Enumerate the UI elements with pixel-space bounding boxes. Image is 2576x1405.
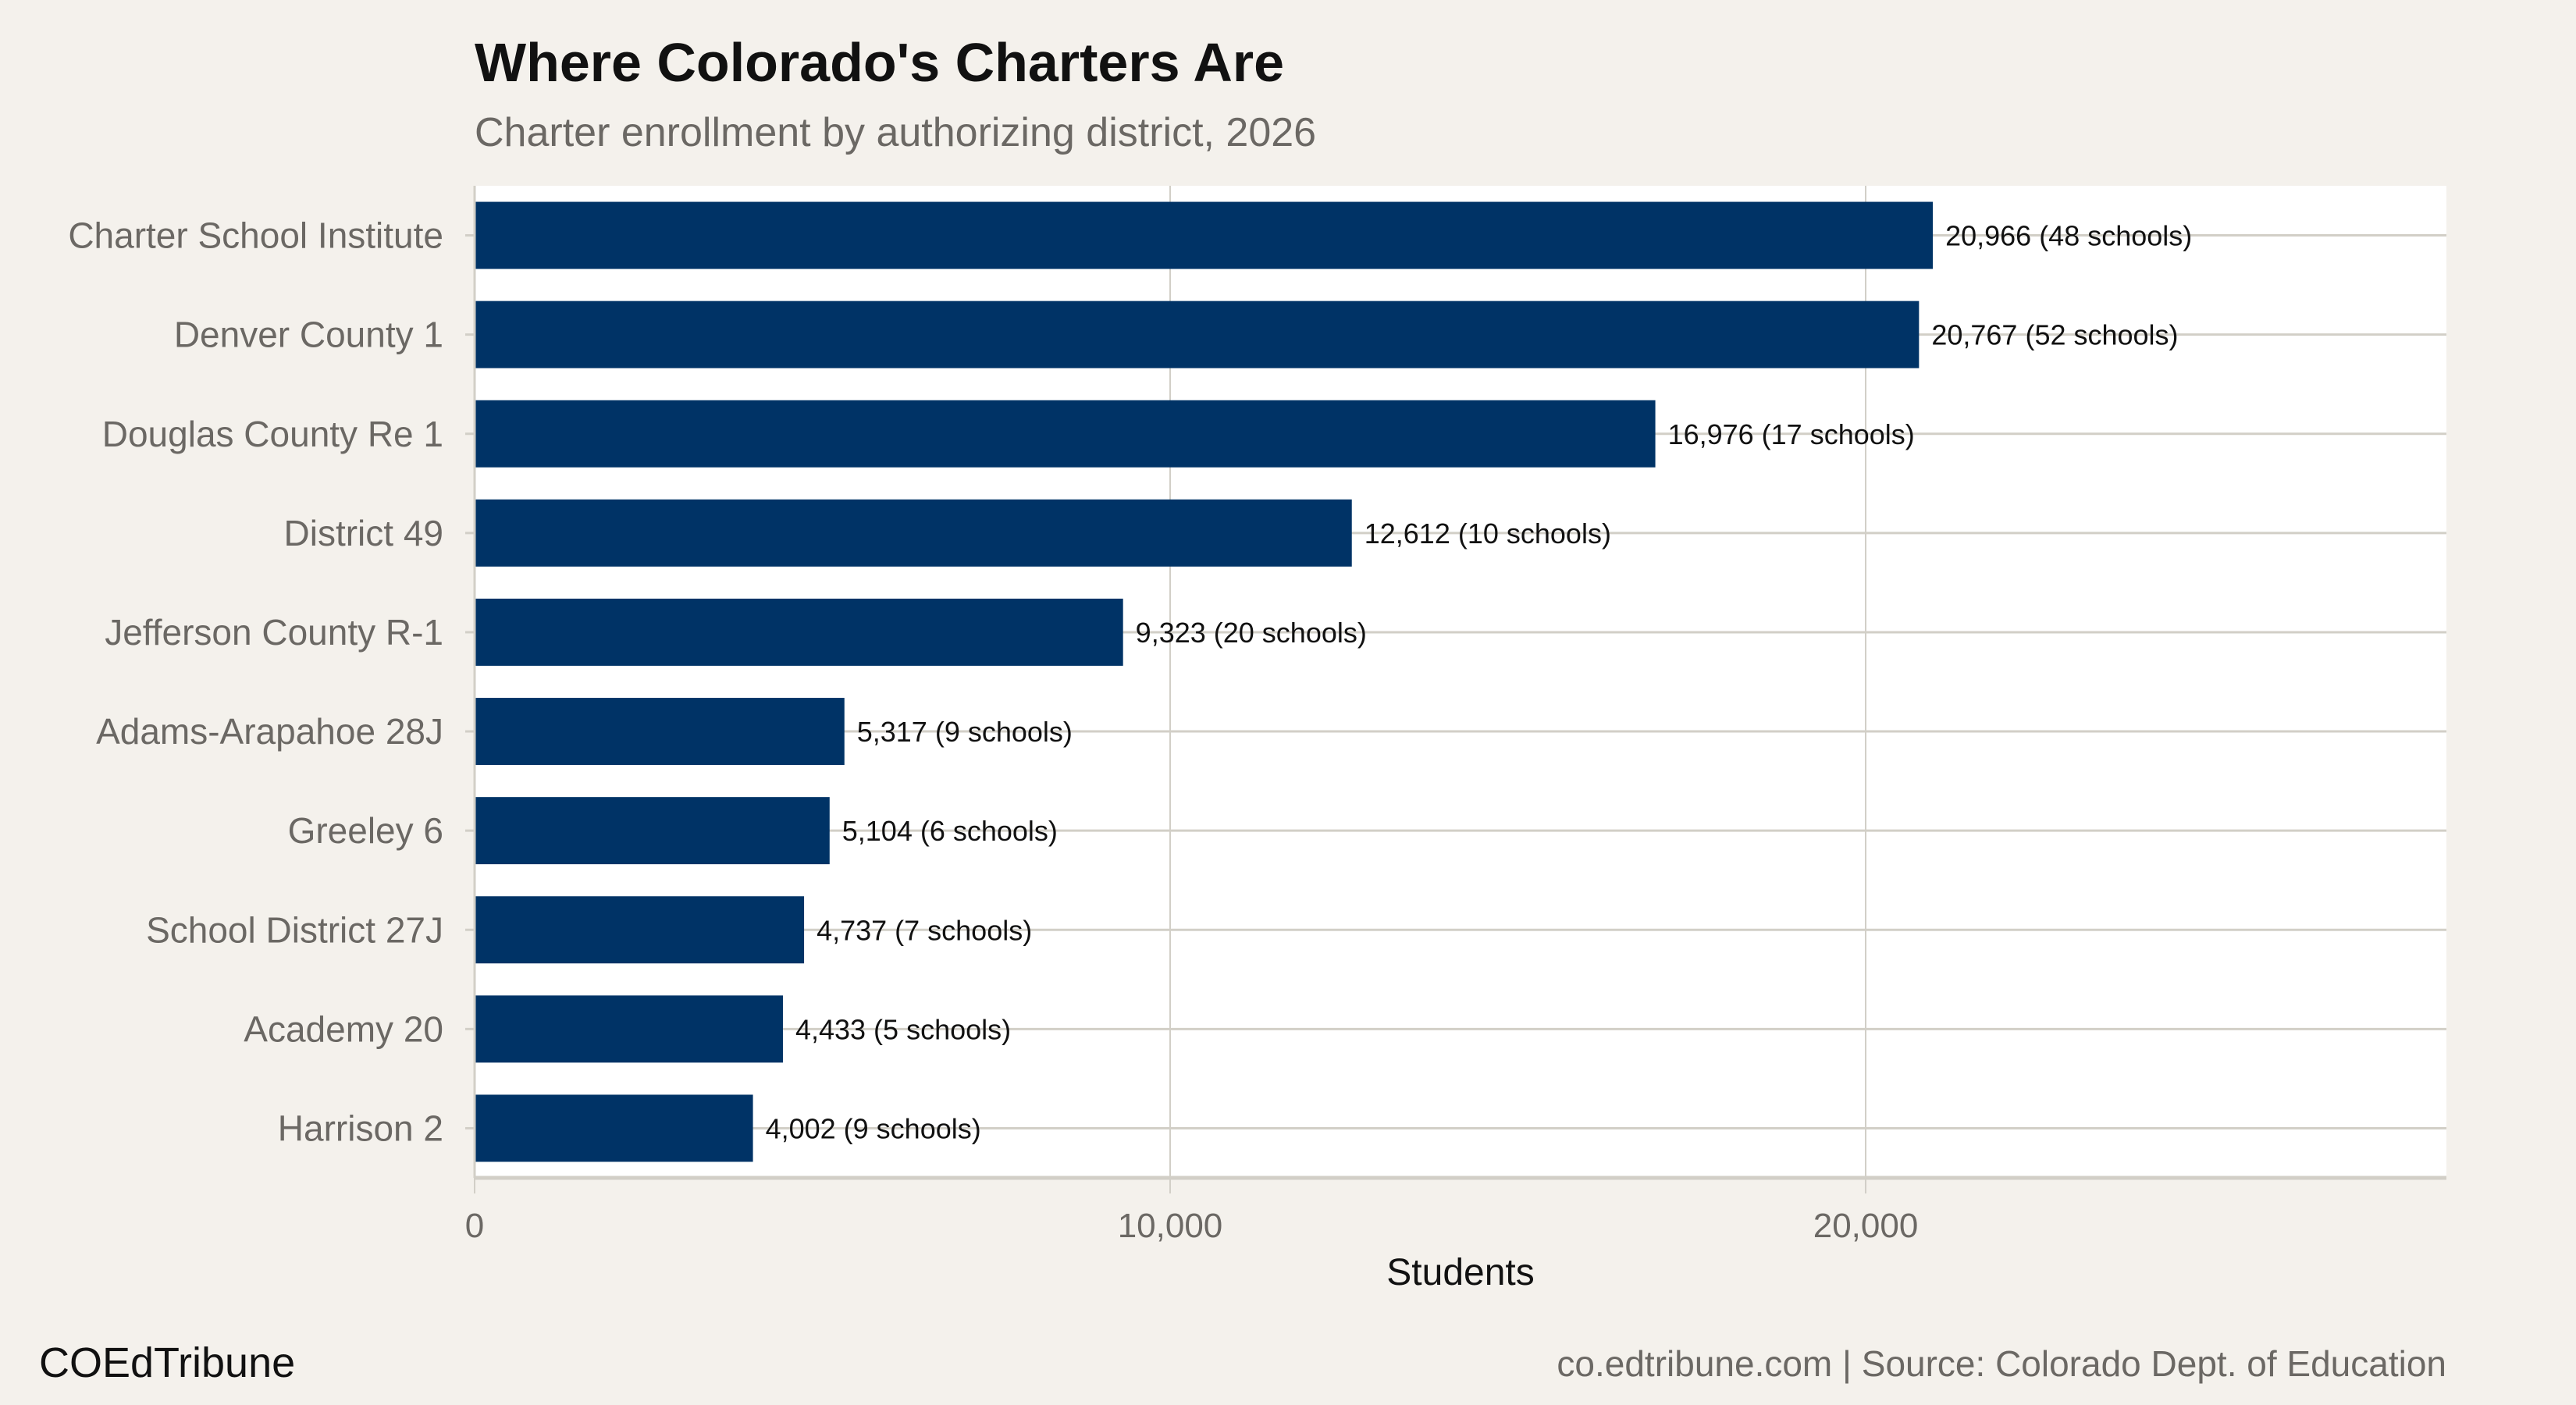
y-category-label: Adams-Arapahoe 28J xyxy=(96,711,443,752)
y-category-label: Jefferson County R-1 xyxy=(105,612,443,653)
bar-value-label: 4,433 (5 schools) xyxy=(795,1013,1011,1045)
bar-value-label: 12,612 (10 schools) xyxy=(1364,518,1611,550)
chart-title: Where Colorado's Charters Are xyxy=(475,32,1285,93)
bar xyxy=(475,400,1656,468)
bar xyxy=(475,1094,753,1162)
bar-value-label: 4,737 (7 schools) xyxy=(817,914,1032,946)
y-category-label: Harrison 2 xyxy=(278,1108,443,1148)
chart-subtitle: Charter enrollment by authorizing distri… xyxy=(475,110,1317,155)
x-tick-label: 10,000 xyxy=(1118,1207,1223,1245)
brand-logo-text: COEdTribune xyxy=(39,1339,296,1386)
bar xyxy=(475,698,845,766)
source-caption: co.edtribune.com | Source: Colorado Dept… xyxy=(1557,1343,2446,1384)
bar xyxy=(475,201,1934,269)
bar xyxy=(475,301,1920,368)
bar xyxy=(475,499,1352,567)
bar xyxy=(475,797,830,865)
bar-value-label: 4,002 (9 schools) xyxy=(766,1112,981,1144)
y-category-label: School District 27J xyxy=(146,909,443,950)
bar-value-label: 16,976 (17 schools) xyxy=(1668,418,1915,450)
bar-value-label: 20,767 (52 schools) xyxy=(1931,319,2178,351)
x-tick-label: 0 xyxy=(465,1207,484,1245)
bar-value-label: 5,104 (6 schools) xyxy=(842,815,1058,847)
y-category-label: Douglas County Re 1 xyxy=(102,414,443,454)
y-category-label: Greeley 6 xyxy=(288,810,443,851)
y-category-label: District 49 xyxy=(284,513,443,553)
bar xyxy=(475,896,805,964)
y-category-label: Academy 20 xyxy=(244,1008,443,1049)
bar-value-label: 9,323 (20 schools) xyxy=(1136,617,1367,649)
bar-value-label: 5,317 (9 schools) xyxy=(857,716,1073,748)
y-category-label: Denver County 1 xyxy=(174,315,443,355)
x-tick-label: 20,000 xyxy=(1813,1207,1919,1245)
x-axis-title: Students xyxy=(1386,1252,1534,1293)
bar-value-label: 20,966 (48 schools) xyxy=(1945,220,2192,252)
bar xyxy=(475,598,1123,666)
bar xyxy=(475,995,783,1063)
y-category-label: Charter School Institute xyxy=(68,215,443,256)
